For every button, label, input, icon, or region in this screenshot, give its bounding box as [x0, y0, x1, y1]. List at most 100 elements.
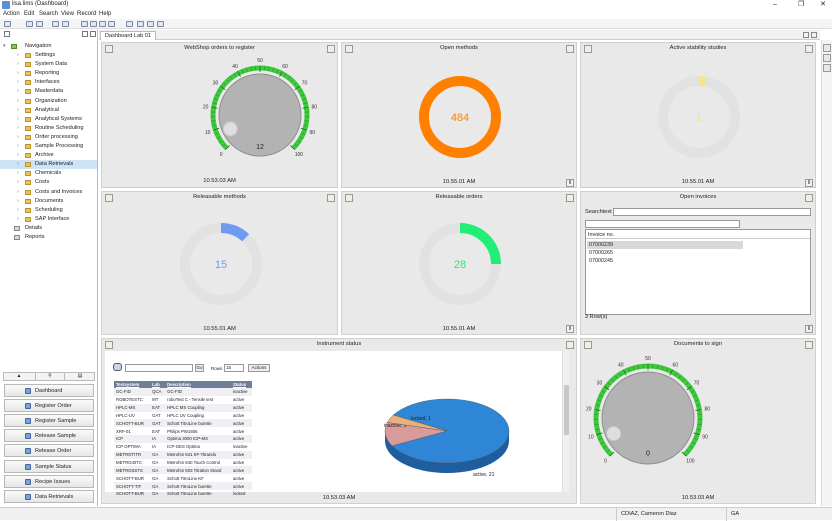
nav-button-sample-status[interactable]: Sample Status — [4, 460, 94, 473]
pause-button[interactable]: II — [805, 325, 813, 333]
invoice-filter-input[interactable] — [585, 220, 740, 228]
chevron-right-icon[interactable]: › — [17, 98, 19, 104]
chevron-right-icon[interactable]: › — [17, 179, 19, 185]
column-header[interactable]: Description — [165, 381, 231, 388]
instrument-scrollbar[interactable] — [562, 351, 569, 492]
sidebar-item-chemicals[interactable]: ›Chemicals — [0, 169, 97, 178]
menu-search[interactable]: Search — [39, 11, 58, 17]
searchtext-input[interactable] — [613, 208, 811, 216]
sidebar-item-costs-and-invoices[interactable]: ›Costs and Invoices — [0, 188, 97, 197]
tree-maximize-icon[interactable] — [90, 31, 96, 37]
instrument-search-input[interactable] — [125, 364, 193, 372]
tab-minimize-icon[interactable] — [803, 32, 809, 38]
nav-button-recipe-issues[interactable]: Recipe Issues — [4, 475, 94, 488]
refresh-icon[interactable] — [566, 341, 574, 349]
nav-button-release-order[interactable]: Release Order — [4, 444, 94, 457]
column-header[interactable]: Textsystem — [114, 381, 150, 388]
chevron-right-icon[interactable]: › — [17, 189, 19, 195]
sidebar-item-analytical[interactable]: ›Analytical — [0, 106, 97, 115]
edit-icon[interactable] — [126, 21, 133, 27]
search-icon[interactable] — [36, 21, 43, 27]
sidebar-item-costs[interactable]: ›Costs — [0, 178, 97, 187]
folder-mode-icon[interactable]: ▤ — [65, 373, 95, 380]
sidebar-item-details[interactable]: Details — [0, 224, 97, 233]
invoice-row[interactable]: 07000239 — [587, 241, 743, 249]
scroll-thumb[interactable] — [564, 385, 569, 435]
copy-icon[interactable] — [62, 21, 69, 27]
tree-minimize-icon[interactable] — [82, 31, 88, 37]
tools-icon[interactable] — [137, 21, 144, 27]
nav-button-register-order[interactable]: Register Order — [4, 399, 94, 412]
new-icon[interactable] — [4, 21, 11, 27]
refresh-icon[interactable] — [327, 45, 335, 53]
column-header[interactable]: Lab — [150, 381, 165, 388]
save-icon[interactable] — [26, 21, 33, 27]
export-icon[interactable] — [90, 21, 97, 27]
chevron-right-icon[interactable]: › — [17, 107, 19, 113]
menu-help[interactable]: Help — [99, 11, 111, 17]
close-button[interactable]: ✕ — [814, 0, 832, 10]
chevron-right-icon[interactable]: › — [17, 207, 19, 213]
minimize-button[interactable]: – — [766, 0, 784, 10]
scroll-up-icon[interactable] — [823, 44, 831, 52]
tab-dashboard-lab[interactable]: Dashboard Lab 01 — [100, 31, 156, 40]
chevron-right-icon[interactable]: › — [17, 143, 19, 149]
help-icon[interactable] — [147, 21, 154, 27]
sidebar-item-archive[interactable]: ›Archive — [0, 151, 97, 160]
refresh-icon[interactable] — [327, 194, 335, 202]
menu-record[interactable]: Record — [77, 11, 96, 17]
chevron-right-icon[interactable]: › — [17, 170, 19, 176]
sidebar-item-routine-scheduling[interactable]: ›Routine Scheduling — [0, 124, 97, 133]
sidebar-item-data-retrievals[interactable]: ›Data Retrievals — [0, 160, 97, 169]
nav-button-release-sample[interactable]: Release Sample — [4, 429, 94, 442]
chevron-right-icon[interactable]: › — [17, 79, 19, 85]
sidebar-item-order-processing[interactable]: ›Order processing — [0, 133, 97, 142]
chevron-right-icon[interactable]: › — [17, 70, 19, 76]
dashboard-scrollbar[interactable] — [821, 40, 832, 506]
menu-view[interactable]: View — [61, 11, 74, 17]
invoice-column-header[interactable]: Invoice no. — [586, 230, 810, 239]
chevron-right-icon[interactable]: › — [17, 161, 19, 167]
import-icon[interactable] — [99, 21, 106, 27]
tab-maximize-icon[interactable] — [811, 32, 817, 38]
sidebar-item-system-data[interactable]: ›System Data — [0, 60, 97, 69]
sidebar-item-sap-interface[interactable]: ›SAP Interface — [0, 215, 97, 224]
sidebar-item-interfaces[interactable]: ›Interfaces — [0, 78, 97, 87]
menu-edit[interactable]: Edit — [24, 11, 34, 17]
invoice-row[interactable]: 07000245 — [587, 257, 743, 265]
sidebar-item-organization[interactable]: ›Organization — [0, 97, 97, 106]
sidebar-item-scheduling[interactable]: ›Scheduling — [0, 206, 97, 215]
expand-arrow-icon[interactable]: ▾ — [3, 43, 6, 49]
scroll-mid2-icon[interactable] — [823, 64, 831, 72]
column-header[interactable]: Status — [231, 381, 252, 388]
refresh-icon[interactable] — [805, 45, 813, 53]
maximize-button[interactable]: ❐ — [792, 0, 810, 10]
chevron-right-icon[interactable]: › — [17, 198, 19, 204]
tree-root[interactable]: ▾ Navigation — [0, 42, 97, 51]
pause-button[interactable]: II — [566, 179, 574, 187]
print-icon[interactable] — [81, 21, 88, 27]
sidebar-item-masterdata[interactable]: ›Masterdata — [0, 87, 97, 96]
chevron-right-icon[interactable]: › — [17, 125, 19, 131]
actions-button[interactable]: Actions — [248, 364, 270, 372]
go-button[interactable]: Go — [195, 364, 204, 372]
chevron-right-icon[interactable]: › — [17, 134, 19, 140]
sidebar-item-sample-processing[interactable]: ›Sample Processing — [0, 142, 97, 151]
window-icon[interactable] — [52, 21, 59, 27]
rows-select[interactable]: 15 — [224, 364, 244, 372]
refresh-icon[interactable] — [805, 194, 813, 202]
info-icon[interactable] — [157, 21, 164, 27]
sidebar-item-settings[interactable]: ›Settings — [0, 51, 97, 60]
scroll-mid1-icon[interactable] — [823, 54, 831, 62]
search-mode-icon[interactable]: ⚲ — [35, 373, 65, 380]
